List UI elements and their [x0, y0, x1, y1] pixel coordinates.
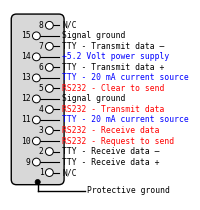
- Circle shape: [45, 127, 53, 134]
- Text: TTY - Receive data –: TTY - Receive data –: [62, 147, 159, 156]
- Text: Protective ground: Protective ground: [87, 186, 169, 195]
- Text: TTY - Transmit data +: TTY - Transmit data +: [62, 63, 164, 72]
- Circle shape: [45, 169, 53, 176]
- Text: 15: 15: [21, 31, 31, 40]
- Text: 2: 2: [39, 147, 44, 156]
- Circle shape: [45, 84, 53, 92]
- Text: 14: 14: [21, 52, 31, 61]
- Circle shape: [35, 180, 40, 185]
- Text: TTY - Receive data +: TTY - Receive data +: [62, 158, 159, 167]
- Text: TTY - 20 mA current source: TTY - 20 mA current source: [62, 74, 188, 82]
- Circle shape: [32, 116, 40, 124]
- Text: Signal ground: Signal ground: [62, 31, 125, 40]
- Circle shape: [45, 106, 53, 113]
- Circle shape: [45, 148, 53, 155]
- Text: 10: 10: [21, 136, 31, 146]
- Text: 7: 7: [39, 42, 44, 51]
- Text: 4: 4: [39, 105, 44, 114]
- Text: RS232 - Receive data: RS232 - Receive data: [62, 126, 159, 135]
- FancyBboxPatch shape: [11, 14, 64, 185]
- Text: N/C: N/C: [62, 168, 77, 177]
- Circle shape: [32, 32, 40, 40]
- Text: 12: 12: [21, 94, 31, 104]
- Text: +5.2 Volt power supply: +5.2 Volt power supply: [62, 52, 169, 61]
- Circle shape: [45, 63, 53, 71]
- Text: 5: 5: [39, 84, 44, 93]
- Text: RS232 - Clear to send: RS232 - Clear to send: [62, 84, 164, 93]
- Circle shape: [45, 42, 53, 50]
- Text: RS232 - Transmit data: RS232 - Transmit data: [62, 105, 164, 114]
- Circle shape: [32, 53, 40, 61]
- Text: RS232 - Request to send: RS232 - Request to send: [62, 136, 174, 146]
- Circle shape: [45, 21, 53, 29]
- Text: N/C: N/C: [62, 21, 77, 30]
- Text: Signal ground: Signal ground: [62, 94, 125, 104]
- Text: 6: 6: [39, 63, 44, 72]
- Circle shape: [32, 137, 40, 145]
- Circle shape: [32, 95, 40, 103]
- Text: TTY - Transmit data –: TTY - Transmit data –: [62, 42, 164, 51]
- Text: TTY - 20 mA current source: TTY - 20 mA current source: [62, 116, 188, 125]
- Text: 3: 3: [39, 126, 44, 135]
- Circle shape: [32, 74, 40, 82]
- Text: 8: 8: [39, 21, 44, 30]
- Text: 11: 11: [21, 116, 31, 125]
- Text: 9: 9: [26, 158, 31, 167]
- Text: 13: 13: [21, 74, 31, 82]
- Text: 1: 1: [39, 168, 44, 177]
- Circle shape: [32, 158, 40, 166]
